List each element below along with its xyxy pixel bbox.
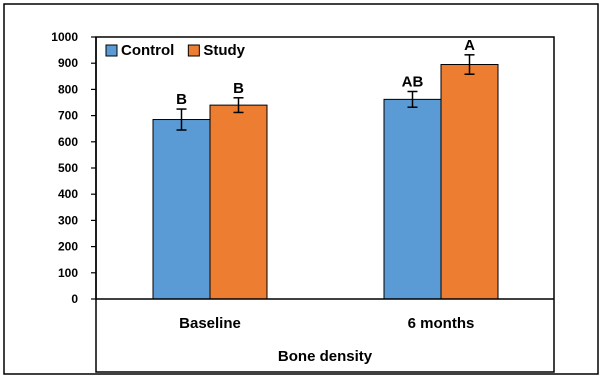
y-tick-label: 100 (58, 266, 78, 280)
y-tick-label: 300 (58, 213, 78, 227)
y-tick-label: 700 (58, 109, 78, 123)
x-tick-label: 6 months (408, 315, 475, 332)
legend-swatch-control (105, 44, 118, 57)
legend-label-control: Control (121, 42, 174, 59)
bars-layer: B B AB A (152, 37, 499, 300)
significance-letter: A (464, 37, 475, 54)
y-tick-label: 400 (58, 187, 78, 201)
x-axis-title: Bone density (278, 348, 373, 365)
bar-study-1 (440, 64, 499, 300)
significance-letter: B (233, 80, 244, 97)
y-tick-label: 900 (58, 56, 78, 70)
y-tick-label: 800 (58, 82, 78, 96)
x-tick-label: Baseline (179, 315, 241, 332)
y-tick-label: 200 (58, 240, 78, 254)
y-axis: 0 100 200 300 400 500 600 700 800 900 1000 (51, 30, 97, 306)
y-tick-label: 500 (58, 161, 78, 175)
y-tick-label: 600 (58, 135, 78, 149)
chart-outer-border (3, 3, 599, 375)
y-tick-label: 0 (71, 292, 78, 306)
bar-control-1 (383, 98, 442, 300)
legend-swatch-study (187, 44, 200, 57)
significance-letter: B (176, 91, 187, 108)
legend-label-study: Study (203, 42, 245, 59)
legend: Control Study (105, 42, 246, 59)
x-axis: Baseline 6 months (96, 298, 554, 332)
y-tick-label: 1000 (51, 30, 78, 44)
bar-study-0 (209, 104, 268, 300)
bar-control-0 (152, 119, 211, 300)
significance-letter: AB (402, 73, 424, 90)
